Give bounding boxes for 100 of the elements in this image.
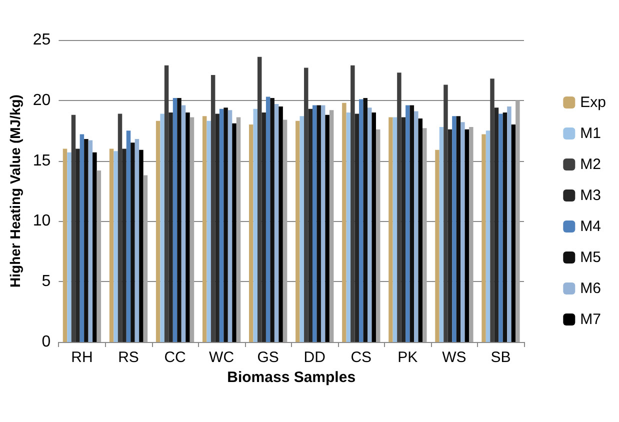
bar: [350, 65, 355, 342]
bar: [190, 117, 194, 342]
bar: [266, 96, 270, 342]
x-tick-label: WS: [442, 349, 466, 366]
bar: [172, 98, 178, 342]
bar: [139, 150, 144, 342]
bar: [249, 124, 254, 342]
bar: [372, 112, 376, 342]
bar: [308, 108, 312, 342]
legend-label: M3: [580, 187, 601, 204]
bar: [312, 105, 317, 342]
bar: [224, 108, 228, 342]
bar: [296, 120, 300, 342]
bar: [486, 130, 490, 342]
bar: [80, 134, 84, 342]
bar: [448, 129, 452, 342]
y-tick-label: 0: [42, 334, 51, 350]
bar: [456, 116, 461, 342]
bar: [388, 117, 393, 342]
bar: [494, 108, 499, 342]
bar: [236, 117, 241, 342]
bar: [228, 110, 232, 342]
legend-label: M4: [580, 218, 601, 235]
legend-label: M2: [580, 156, 601, 173]
y-tick-label: 20: [32, 92, 51, 109]
bar: [368, 108, 372, 342]
legend-label: M6: [580, 280, 601, 297]
legend-label: M1: [580, 125, 601, 142]
x-tick-label: RH: [71, 349, 93, 366]
bar: [186, 112, 190, 342]
y-tick-label: 5: [42, 273, 51, 290]
x-tick-label: CS: [350, 349, 372, 366]
bar: [232, 123, 236, 342]
bar: [270, 98, 274, 342]
bar: [177, 98, 182, 342]
bar: [143, 175, 148, 342]
y-axis-title: Higher Heating Value (MJ/kg): [7, 94, 23, 288]
bar: [262, 112, 266, 342]
bar: [354, 114, 360, 342]
x-tick-label: WC: [209, 349, 234, 366]
bar: [439, 126, 444, 342]
bar: [300, 116, 304, 342]
bar: [215, 114, 220, 342]
bar: [342, 102, 346, 342]
bar: [156, 120, 160, 342]
legend-label: M7: [580, 311, 601, 328]
bar: [257, 56, 262, 342]
bar: [126, 130, 131, 342]
bar: [274, 104, 279, 342]
bar: [278, 106, 283, 342]
bar: [134, 139, 140, 342]
bar: [76, 148, 80, 342]
bar: [329, 110, 334, 342]
bar: [114, 151, 118, 342]
bar: [376, 129, 380, 342]
bar: [71, 114, 76, 342]
bar: [392, 117, 398, 342]
bar: [118, 114, 122, 342]
bar: [210, 75, 216, 342]
x-tick-label: DD: [304, 349, 326, 366]
bar: [206, 120, 211, 342]
bar: [444, 84, 448, 342]
bar: [435, 150, 440, 342]
bar: [122, 148, 126, 342]
y-tick-label: 10: [32, 212, 51, 230]
x-tick-label: RS: [118, 349, 139, 366]
bar: [346, 112, 351, 342]
bar: [62, 148, 68, 342]
x-tick-label: CC: [164, 349, 186, 366]
bar: [96, 170, 102, 342]
bar: [460, 122, 465, 342]
bar: [401, 117, 406, 342]
bar: [363, 98, 368, 342]
bar: [253, 108, 258, 342]
bar: [516, 100, 520, 342]
x-tick-label: GS: [257, 349, 279, 366]
bar: [359, 99, 364, 342]
bar: [511, 124, 516, 342]
bar: [109, 148, 114, 342]
legend-label: M5: [580, 249, 601, 266]
bar: [490, 78, 494, 342]
bar: [282, 120, 288, 342]
bar: [320, 105, 326, 342]
bar: [164, 65, 169, 342]
bar: [410, 105, 414, 342]
y-tick-label: 15: [32, 152, 51, 170]
bar: [414, 111, 418, 342]
bar: [507, 106, 512, 342]
bar: [168, 112, 173, 342]
x-tick-label: SB: [490, 349, 511, 366]
bar: [130, 142, 135, 342]
bar: [406, 105, 410, 342]
bar: [325, 114, 330, 342]
bar: [160, 114, 164, 342]
bar: [84, 139, 88, 342]
bar: [498, 114, 503, 342]
bar: [482, 134, 486, 342]
legend-label: Exp: [580, 94, 606, 111]
bar: [219, 108, 224, 342]
bar: [464, 129, 470, 342]
